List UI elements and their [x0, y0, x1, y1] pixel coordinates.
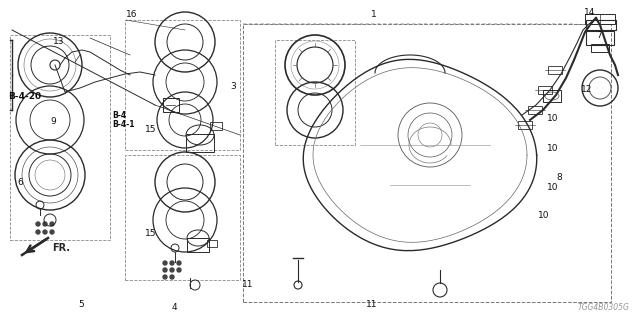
Bar — [528, 106, 542, 114]
Bar — [243, 24, 611, 302]
Circle shape — [170, 275, 174, 279]
Bar — [275, 40, 355, 145]
Bar — [586, 20, 616, 30]
Circle shape — [36, 230, 40, 234]
Bar — [585, 14, 615, 24]
Circle shape — [177, 261, 181, 265]
Text: 9: 9 — [50, 117, 56, 126]
Text: 10: 10 — [538, 212, 549, 220]
Text: 5: 5 — [78, 300, 84, 309]
Circle shape — [170, 261, 174, 265]
Bar — [186, 134, 214, 152]
Bar — [163, 98, 179, 112]
Text: B-4-1: B-4-1 — [112, 120, 134, 129]
Text: 10: 10 — [547, 183, 559, 192]
Text: FR.: FR. — [52, 243, 70, 253]
Bar — [125, 20, 240, 150]
Circle shape — [50, 222, 54, 226]
Bar — [125, 155, 240, 280]
Bar — [210, 122, 222, 130]
Bar — [586, 31, 614, 45]
Circle shape — [170, 268, 174, 272]
Bar — [10, 35, 110, 240]
Text: 11: 11 — [242, 280, 253, 289]
Text: B-4-20: B-4-20 — [8, 92, 41, 100]
Text: 11: 11 — [366, 300, 378, 309]
Text: TGG4B0305G: TGG4B0305G — [578, 303, 630, 312]
Bar — [591, 44, 609, 52]
Circle shape — [163, 275, 167, 279]
Text: 15: 15 — [145, 229, 156, 238]
Bar — [207, 240, 217, 247]
Circle shape — [163, 268, 167, 272]
Text: 8: 8 — [557, 173, 563, 182]
Text: 13: 13 — [53, 37, 65, 46]
Text: 12: 12 — [581, 85, 593, 94]
Circle shape — [43, 230, 47, 234]
Circle shape — [36, 222, 40, 226]
Text: B-4: B-4 — [112, 111, 126, 120]
Circle shape — [43, 222, 47, 226]
Circle shape — [163, 261, 167, 265]
Text: 6: 6 — [17, 178, 23, 187]
Bar — [538, 86, 552, 94]
Text: 7: 7 — [596, 31, 602, 40]
Circle shape — [50, 230, 54, 234]
Text: 14: 14 — [584, 8, 595, 17]
Bar — [548, 66, 562, 74]
Text: 16: 16 — [126, 10, 138, 19]
Text: 4: 4 — [172, 303, 177, 312]
Bar — [187, 238, 209, 252]
Bar — [518, 121, 532, 129]
Text: 10: 10 — [547, 114, 559, 123]
Text: 1: 1 — [371, 10, 377, 19]
Text: 3: 3 — [230, 82, 236, 91]
Circle shape — [177, 268, 181, 272]
Text: 10: 10 — [547, 144, 559, 153]
Bar — [543, 90, 561, 102]
Text: 15: 15 — [145, 125, 156, 134]
